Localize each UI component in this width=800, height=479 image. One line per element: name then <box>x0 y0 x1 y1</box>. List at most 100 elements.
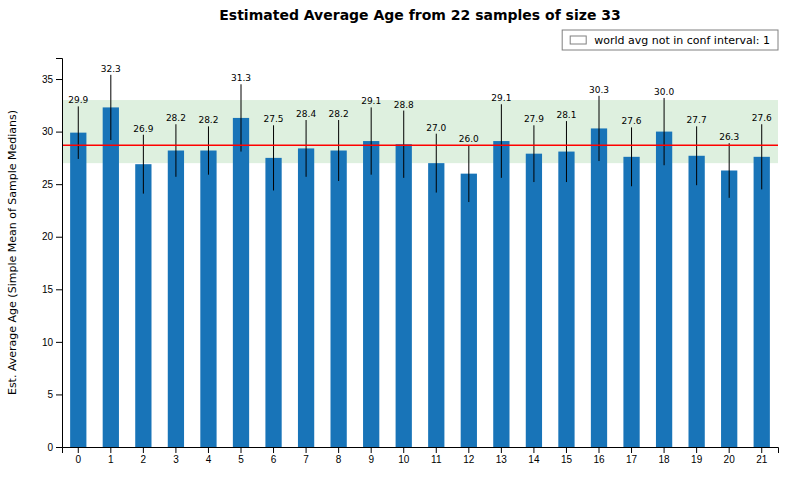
error-bar <box>599 96 600 161</box>
bar <box>754 157 770 447</box>
data-label: 26.3 <box>719 132 739 142</box>
y-tick: 5 <box>47 389 62 400</box>
error-bar <box>403 111 404 178</box>
y-tick: 30 <box>42 126 62 137</box>
error-bar <box>664 98 665 165</box>
y-tick-label: 0 <box>47 442 53 453</box>
error-bar <box>175 124 176 177</box>
x-tick-label: 3 <box>173 454 179 465</box>
bar <box>526 154 542 447</box>
x-tick-label: 4 <box>206 454 212 465</box>
data-label: 26.0 <box>459 134 479 144</box>
x-tick-label: 15 <box>561 454 573 465</box>
y-tick-mark <box>56 447 62 448</box>
x-tick-label: 21 <box>756 454 768 465</box>
data-label: 28.8 <box>394 100 414 110</box>
error-bar <box>371 107 372 174</box>
x-tick-mark <box>78 447 79 453</box>
y-tick-mark <box>56 394 62 395</box>
y-axis-line <box>56 59 63 448</box>
y-tick-label: 25 <box>42 179 54 190</box>
x-tick-label: 6 <box>271 454 277 465</box>
x-tick: 12 <box>463 447 475 465</box>
y-tick: 10 <box>42 337 62 348</box>
y-tick-mark <box>56 289 62 290</box>
x-tick-label: 5 <box>238 454 244 465</box>
plot: 0510152025303501234567891011121314151617… <box>42 59 779 466</box>
bar <box>103 107 119 447</box>
y-tick: 25 <box>42 179 62 190</box>
data-label: 27.9 <box>524 114 544 124</box>
data-label: 29.1 <box>361 96 381 106</box>
x-tick: 11 <box>431 447 442 465</box>
error-bar <box>501 104 502 178</box>
y-tick-mark <box>56 237 62 238</box>
data-labels: 29.932.326.928.228.231.327.528.428.229.1… <box>68 64 772 144</box>
bar <box>265 158 281 447</box>
marks <box>62 75 778 447</box>
x-tick-label: 2 <box>141 454 147 465</box>
bar <box>298 148 314 447</box>
x-tick: 4 <box>206 447 212 465</box>
x-axis: 0123456789101112131415161718192021 <box>63 447 779 465</box>
error-bar <box>436 134 437 193</box>
bar <box>70 133 86 447</box>
bar <box>721 170 737 447</box>
x-tick-label: 20 <box>724 454 736 465</box>
y-tick: 35 <box>42 74 62 85</box>
error-bar <box>306 120 307 177</box>
x-tick-mark <box>631 447 632 453</box>
data-label: 30.3 <box>589 85 609 95</box>
data-label: 29.1 <box>491 93 511 103</box>
data-label: 27.6 <box>622 116 642 126</box>
bar <box>656 132 672 447</box>
y-tick-mark <box>56 132 62 133</box>
data-label: 27.6 <box>752 113 772 123</box>
x-tick: 3 <box>173 447 179 465</box>
y-tick-mark <box>56 342 62 343</box>
x-tick: 1 <box>108 447 114 465</box>
y-tick-label: 15 <box>42 284 54 295</box>
legend-label: world avg not in conf interval: 1 <box>594 34 770 47</box>
y-tick-label: 10 <box>42 337 54 348</box>
x-tick-mark <box>729 447 730 453</box>
y-axis: 0 5 10 15 20 25 30 35 <box>42 59 63 453</box>
x-tick: 21 <box>756 447 768 465</box>
data-label: 28.4 <box>296 109 316 119</box>
y-tick: 0 <box>47 442 62 453</box>
bar <box>135 164 151 447</box>
data-label: 31.3 <box>231 73 251 83</box>
legend-box <box>562 30 778 50</box>
x-tick-label: 19 <box>691 454 703 465</box>
x-tick-label: 13 <box>496 454 508 465</box>
error-bar <box>533 125 534 182</box>
error-bar <box>241 84 242 151</box>
y-tick: 20 <box>42 231 62 242</box>
x-tick-label: 9 <box>368 454 374 465</box>
x-tick: 8 <box>336 447 342 465</box>
x-tick: 6 <box>271 447 277 465</box>
chart: 0510152025303501234567891011121314151617… <box>0 0 800 479</box>
data-label: 27.7 <box>687 115 707 125</box>
x-tick-mark <box>208 447 209 453</box>
x-tick-mark <box>338 447 339 453</box>
x-tick: 2 <box>141 447 147 465</box>
bar <box>331 151 347 447</box>
y-tick-label: 35 <box>42 74 54 85</box>
legend: world avg not in conf interval: 1 <box>562 30 778 50</box>
x-tick-mark <box>696 447 697 453</box>
data-label: 28.2 <box>329 109 349 119</box>
x-tick: 18 <box>659 447 671 465</box>
x-tick-mark <box>143 447 144 453</box>
x-axis-line <box>63 448 779 454</box>
x-tick: 16 <box>593 447 605 465</box>
y-tick-label: 30 <box>42 126 54 137</box>
bar <box>493 141 509 447</box>
title: Estimated Average Age from 22 samples of… <box>219 7 620 23</box>
x-tick-label: 1 <box>108 454 114 465</box>
data-label: 26.9 <box>133 124 153 134</box>
data-label: 32.3 <box>101 64 121 74</box>
x-tick-label: 17 <box>626 454 638 465</box>
x-tick-mark <box>436 447 437 453</box>
x-tick-mark <box>533 447 534 453</box>
